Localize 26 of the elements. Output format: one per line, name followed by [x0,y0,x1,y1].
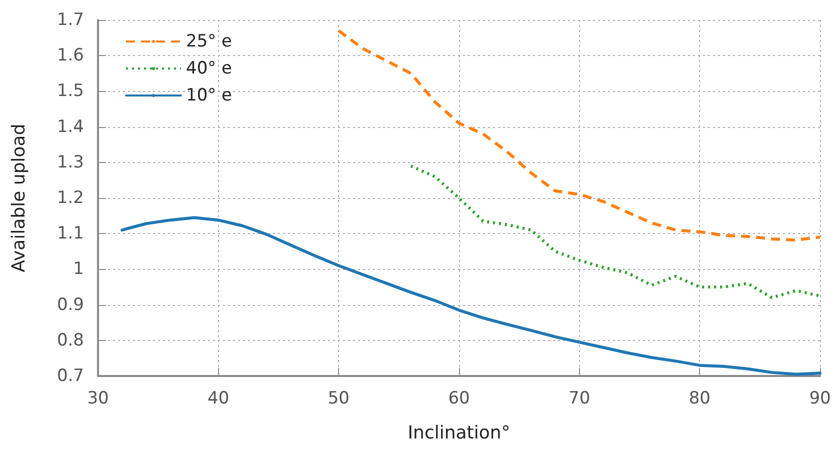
legend-label: 40° e [186,58,232,78]
x-tick-label: 70 [568,388,590,408]
x-tick-label: 60 [448,388,470,408]
y-tick-label: 1 [73,259,84,280]
y-tick-label: 1.2 [56,188,84,208]
line-series [120,216,822,376]
x-tick-label: 80 [688,388,710,408]
y-tick-label: 1.5 [56,81,84,102]
x-tick-label: 40 [208,388,230,408]
legend-label: 10° e [186,86,232,106]
y-tick-label: 1.7 [56,10,84,30]
x-tick-label: 30 [87,388,109,408]
x-axis-title: Inclination° [408,422,510,444]
y-tick-label: 0.9 [56,294,84,315]
x-tick-label: 50 [328,388,350,408]
y-tick-label: 1.3 [56,152,84,172]
line-series [409,164,822,300]
legend-label: 25° e [186,32,232,52]
y-tick-label: 0.8 [56,330,84,350]
y-tick-label: 1.1 [56,224,84,244]
y-tick-label: 1.4 [56,116,84,137]
line-series [337,29,822,242]
y-axis-title: Available upload [8,124,30,272]
y-tick-label: 1.6 [56,46,84,66]
x-tick-label: 90 [809,388,831,408]
y-tick-label: 0.7 [56,366,84,386]
